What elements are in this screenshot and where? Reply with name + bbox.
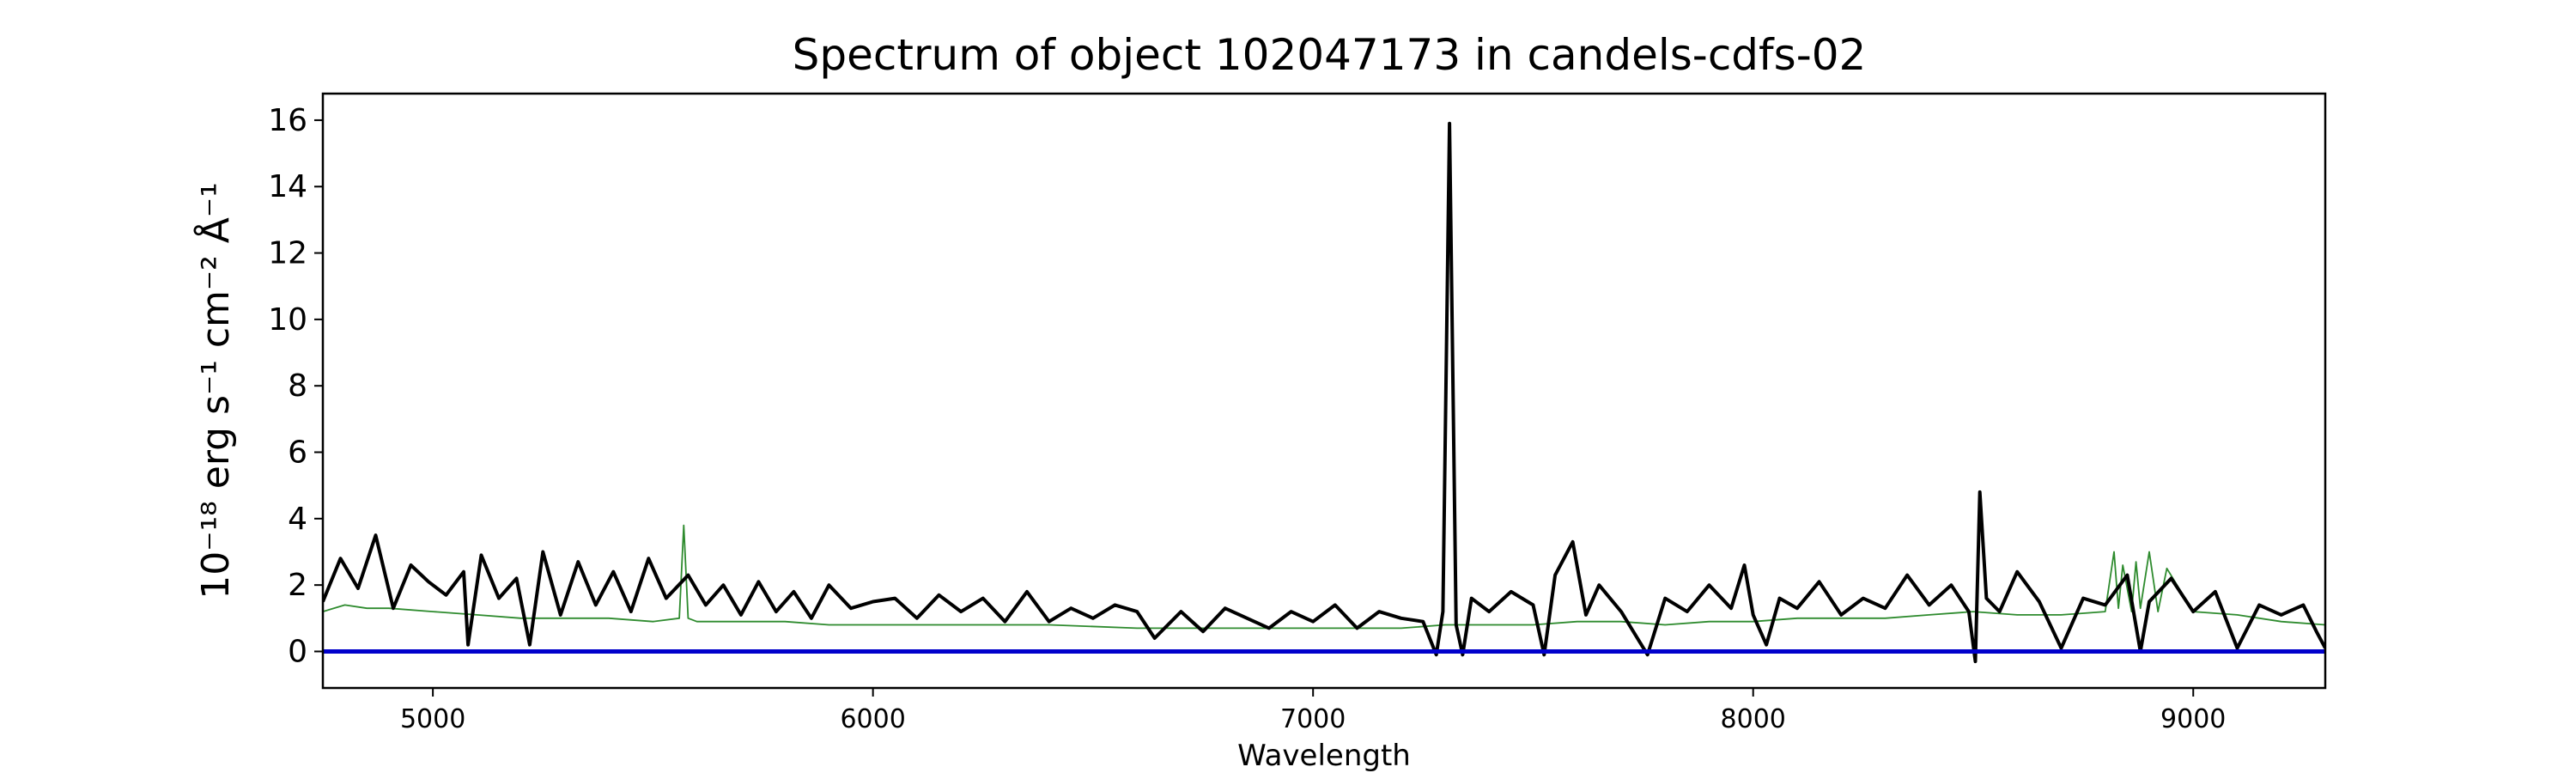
x-tick-label: 9000 — [2160, 704, 2226, 734]
y-axis-label: 10⁻¹⁸ erg s⁻¹ cm⁻² Å⁻¹ — [192, 182, 238, 599]
y-tick-label: 10 — [268, 302, 307, 338]
y-tick-label: 8 — [288, 368, 307, 404]
x-axis: 5000 6000 7000 8000 9000 — [400, 688, 2226, 734]
y-tick-label: 4 — [288, 502, 307, 537]
chart-title: Spectrum of object 102047173 in candels-… — [793, 30, 1867, 80]
y-tick-label: 6 — [288, 435, 307, 471]
noise-series-line — [323, 524, 2325, 630]
y-tick-label: 12 — [268, 236, 307, 271]
y-tick-label: 14 — [268, 169, 307, 204]
series-layer — [323, 121, 2325, 664]
y-axis: 0 2 4 6 8 10 12 14 16 — [268, 103, 323, 669]
x-axis-label: Wavelength — [1237, 739, 1411, 773]
y-tick-label: 2 — [288, 568, 307, 603]
y-tick-label: 0 — [288, 634, 307, 669]
x-tick-label: 5000 — [400, 704, 465, 734]
flux-series-line — [323, 121, 2325, 664]
y-tick-label: 16 — [268, 103, 307, 138]
x-tick-label: 6000 — [840, 704, 905, 734]
plot-frame — [321, 92, 2327, 690]
x-tick-label: 7000 — [1280, 704, 1346, 734]
x-tick-label: 8000 — [1721, 704, 1786, 734]
